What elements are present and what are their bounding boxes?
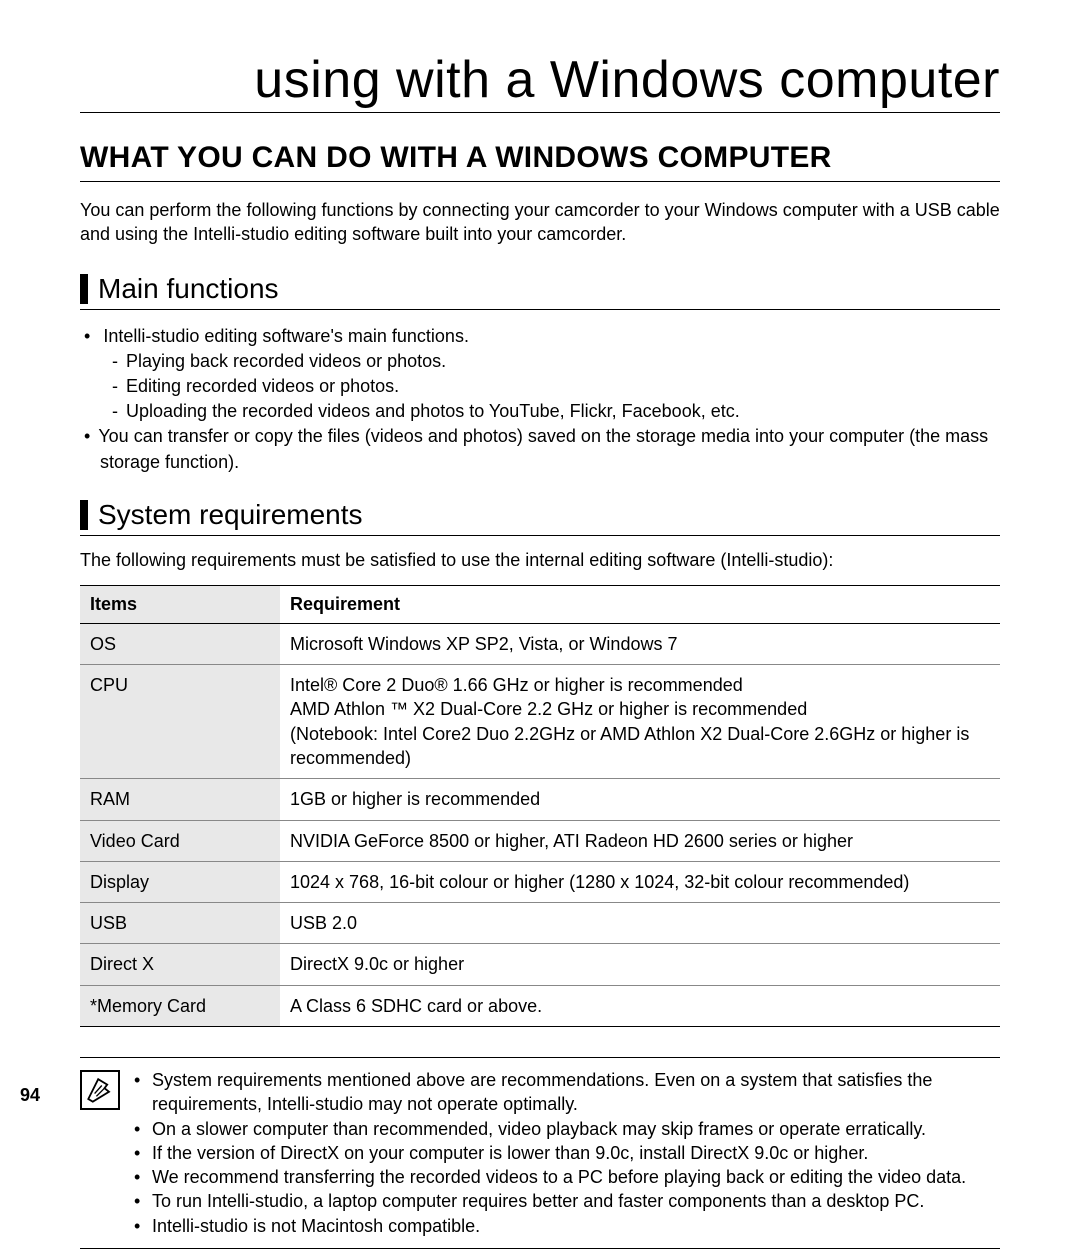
intro-paragraph: You can perform the following functions … — [80, 198, 1000, 247]
table-cell-requirement: USB 2.0 — [280, 903, 1000, 944]
table-header-requirement: Requirement — [280, 585, 1000, 623]
table-row: RAM1GB or higher is recommended — [80, 779, 1000, 820]
table-cell-item: Direct X — [80, 944, 280, 985]
requirements-table: Items Requirement OSMicrosoft Windows XP… — [80, 585, 1000, 1027]
notes-block: System requirements mentioned above are … — [80, 1057, 1000, 1249]
table-cell-requirement: Microsoft Windows XP SP2, Vista, or Wind… — [280, 623, 1000, 664]
notes-list: System requirements mentioned above are … — [134, 1068, 1000, 1238]
list-item: You can transfer or copy the files (vide… — [100, 424, 1000, 474]
table-row: Display1024 x 768, 16-bit colour or high… — [80, 861, 1000, 902]
list-item: We recommend transferring the recorded v… — [134, 1165, 1000, 1189]
table-row: USBUSB 2.0 — [80, 903, 1000, 944]
list-item: On a slower computer than recommended, v… — [134, 1117, 1000, 1141]
system-requirements-heading-row: System requirements — [80, 499, 1000, 536]
table-row: *Memory CardA Class 6 SDHC card or above… — [80, 985, 1000, 1026]
section-heading: WHAT YOU CAN DO WITH A WINDOWS COMPUTER — [80, 141, 1000, 182]
table-cell-requirement: 1GB or higher is recommended — [280, 779, 1000, 820]
requirements-intro: The following requirements must be satis… — [80, 550, 1000, 571]
main-functions-list: Intelli-studio editing software's main f… — [80, 324, 1000, 475]
table-cell-item: OS — [80, 623, 280, 664]
main-functions-heading-row: Main functions — [80, 273, 1000, 310]
note-icon — [80, 1070, 120, 1110]
table-cell-requirement: DirectX 9.0c or higher — [280, 944, 1000, 985]
list-item: System requirements mentioned above are … — [134, 1068, 1000, 1117]
list-item: Intelli-studio is not Macintosh compatib… — [134, 1214, 1000, 1238]
table-row: Direct XDirectX 9.0c or higher — [80, 944, 1000, 985]
list-item: Playing back recorded videos or photos. — [128, 349, 1000, 374]
list-item: If the version of DirectX on your comput… — [134, 1141, 1000, 1165]
table-cell-requirement: 1024 x 768, 16-bit colour or higher (128… — [280, 861, 1000, 902]
table-cell-requirement: A Class 6 SDHC card or above. — [280, 985, 1000, 1026]
table-row: Video CardNVIDIA GeForce 8500 or higher,… — [80, 820, 1000, 861]
table-cell-item: USB — [80, 903, 280, 944]
list-item: Intelli-studio editing software's main f… — [100, 324, 1000, 425]
table-row: CPUIntel® Core 2 Duo® 1.66 GHz or higher… — [80, 665, 1000, 779]
heading-bar-icon — [80, 274, 88, 304]
dash-sublist: Playing back recorded videos or photos. … — [100, 349, 1000, 425]
page-title: using with a Windows computer — [80, 50, 1000, 113]
table-cell-item: Display — [80, 861, 280, 902]
table-cell-requirement: Intel® Core 2 Duo® 1.66 GHz or higher is… — [280, 665, 1000, 779]
table-row: OSMicrosoft Windows XP SP2, Vista, or Wi… — [80, 623, 1000, 664]
table-cell-item: Video Card — [80, 820, 280, 861]
list-item: To run Intelli-studio, a laptop computer… — [134, 1189, 1000, 1213]
list-item: Editing recorded videos or photos. — [128, 374, 1000, 399]
heading-bar-icon — [80, 500, 88, 530]
main-functions-heading: Main functions — [98, 273, 279, 305]
table-cell-item: CPU — [80, 665, 280, 779]
system-requirements-heading: System requirements — [98, 499, 363, 531]
table-cell-item: RAM — [80, 779, 280, 820]
table-cell-requirement: NVIDIA GeForce 8500 or higher, ATI Radeo… — [280, 820, 1000, 861]
table-cell-item: *Memory Card — [80, 985, 280, 1026]
page-number: 94 — [20, 1085, 40, 1106]
list-item: Uploading the recorded videos and photos… — [128, 399, 1000, 424]
list-item-text: Intelli-studio editing software's main f… — [103, 326, 469, 346]
table-header-items: Items — [80, 585, 280, 623]
